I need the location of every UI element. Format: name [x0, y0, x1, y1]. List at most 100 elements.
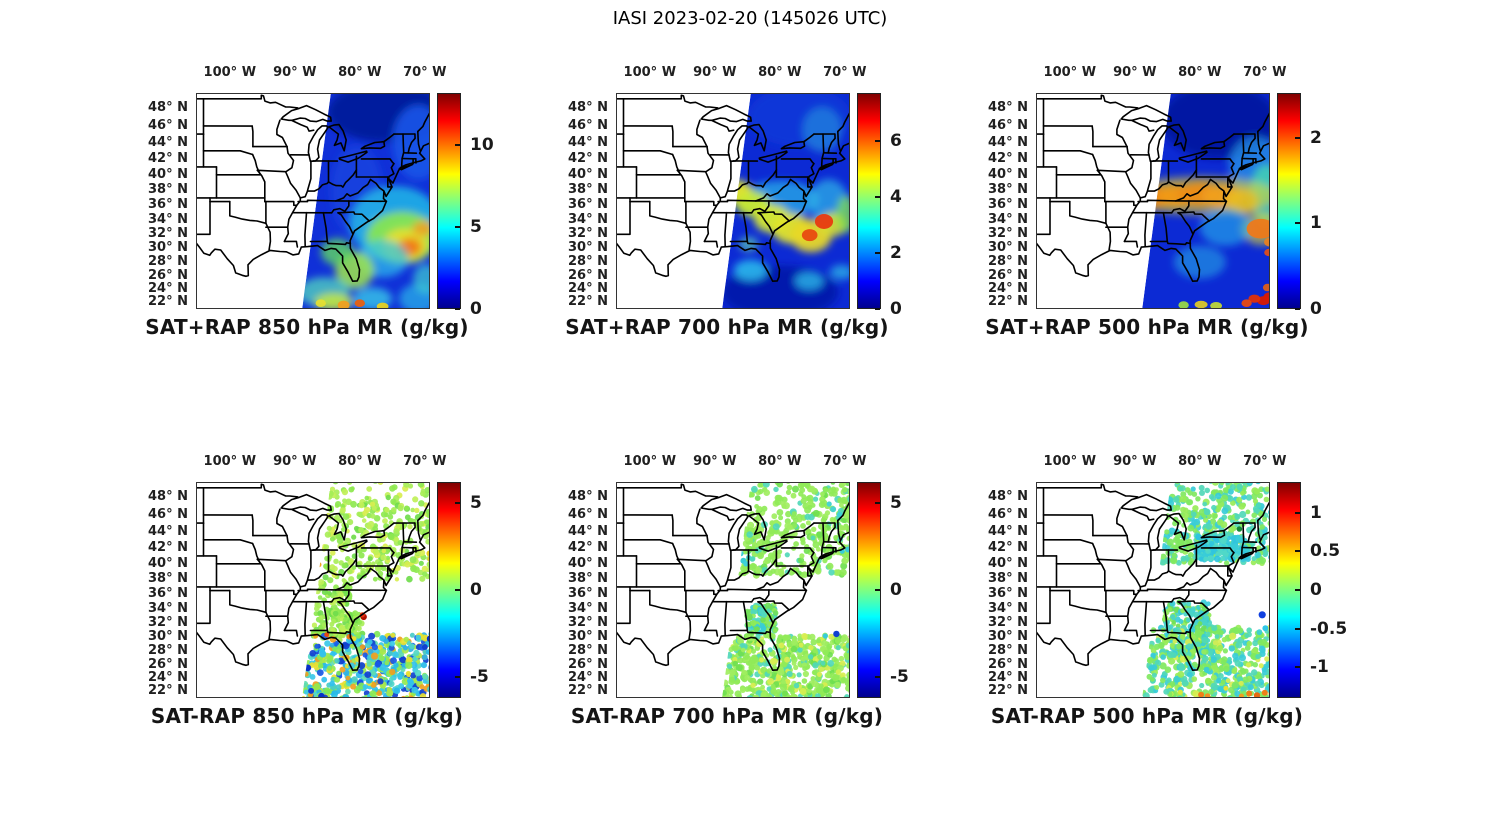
lon-tick-label: 90° W — [693, 454, 737, 469]
colorbar-tick-label: 0 — [890, 580, 902, 600]
lat-tick-label: 38° N — [148, 571, 188, 587]
lat-tick-label: 48° N — [988, 488, 1028, 504]
panel-title-2: SAT+RAP 700 hPa MR (g/kg) — [565, 315, 889, 339]
colorbar-tick-label: 0 — [1310, 580, 1322, 600]
colorbar-tick — [875, 251, 880, 254]
colorbar-tick-label: 6 — [890, 130, 902, 151]
colorbar-tick — [875, 501, 880, 504]
lat-tick-label: 46° N — [148, 506, 188, 522]
lat-tick-label: 24° N — [988, 280, 1028, 296]
panel-title-3: SAT+RAP 500 hPa MR (g/kg) — [985, 315, 1309, 339]
lat-tick-label: 34° N — [568, 601, 608, 616]
lat-tick-label: 44° N — [568, 523, 608, 539]
lat-tick-label: 38° N — [988, 182, 1028, 198]
lon-tick-label: 70° W — [823, 65, 867, 80]
colorbar-tick-label: 5 — [470, 492, 482, 513]
lat-tick-label: 22° N — [148, 682, 188, 698]
lon-tick-label: 90° W — [693, 65, 737, 80]
lat-tick-label: 44° N — [988, 523, 1028, 539]
lat-tick-label: 48° N — [988, 99, 1028, 115]
axes-frame — [1036, 482, 1270, 698]
lat-tick-label: 42° N — [148, 150, 188, 166]
colorbar-tick — [1295, 550, 1300, 553]
lat-tick-label: 40° N — [148, 555, 188, 571]
lat-tick-label: 30° N — [148, 629, 188, 645]
lat-tick-label: 42° N — [988, 150, 1028, 166]
colorbar-tick-label: 5 — [890, 492, 902, 513]
lat-tick-label: 48° N — [148, 488, 188, 504]
lat-tick-label: 44° N — [568, 134, 608, 150]
lat-tick-label: 22° N — [988, 682, 1028, 698]
colorbar-tick-label: -0.5 — [1310, 618, 1348, 639]
lat-tick-label: 32° N — [568, 615, 608, 631]
lat-tick-label: 32° N — [988, 615, 1028, 631]
lat-tick-label: 34° N — [148, 601, 188, 616]
panel-title-4: SAT-RAP 850 hPa MR (g/kg) — [150, 704, 464, 728]
lat-tick-label: 30° N — [568, 629, 608, 645]
lat-tick-label: 34° N — [148, 212, 188, 227]
map-panel-1 — [196, 93, 430, 309]
lat-tick-label: 24° N — [988, 669, 1028, 685]
lon-tick-label: 90° W — [1113, 65, 1157, 80]
colorbar-tick — [455, 676, 460, 679]
lat-tick-label: 44° N — [988, 134, 1028, 150]
lat-tick-label: 26° N — [988, 656, 1028, 672]
lat-tick-label: 42° N — [568, 150, 608, 166]
colorbar-tick — [455, 501, 460, 504]
lat-tick-label: 38° N — [988, 571, 1028, 587]
map-panel-3 — [1036, 93, 1270, 309]
colorbar-tick — [1295, 222, 1300, 225]
lat-tick-label: 22° N — [148, 293, 188, 309]
lat-tick-label: 24° N — [148, 280, 188, 296]
lat-tick-label: 38° N — [568, 571, 608, 587]
colorbar-tick-label: -1 — [1310, 657, 1329, 678]
colorbar-tick-label: 0 — [470, 580, 482, 600]
map-panel-4 — [196, 482, 430, 698]
lon-tick-label: 90° W — [1113, 454, 1157, 469]
lat-tick-label: 34° N — [988, 601, 1028, 616]
lat-tick-label: 22° N — [568, 682, 608, 698]
lon-tick-label: 90° W — [273, 65, 317, 80]
lat-tick-label: 42° N — [148, 539, 188, 555]
map-panel-6 — [1036, 482, 1270, 698]
lon-tick-label: 100° W — [203, 65, 257, 80]
axes-frame — [1036, 93, 1270, 309]
colorbar-panel-1 — [437, 93, 461, 309]
lon-tick-label: 100° W — [1043, 454, 1097, 469]
colorbar-tick — [1295, 627, 1300, 630]
data-swath-overlay — [721, 482, 850, 698]
us-state-boundaries — [1036, 483, 1270, 671]
colorbar-tick-label: 0 — [890, 299, 902, 319]
us-state-boundaries — [1036, 94, 1270, 282]
colorbar-panel-2 — [857, 93, 881, 309]
lat-tick-label: 40° N — [988, 555, 1028, 571]
lon-tick-label: 100° W — [623, 65, 677, 80]
lat-tick-label: 24° N — [568, 280, 608, 296]
lat-tick-label: 36° N — [148, 197, 188, 213]
lat-tick-label: 26° N — [568, 656, 608, 672]
lat-tick-label: 28° N — [148, 254, 188, 270]
lat-tick-label: 46° N — [148, 117, 188, 133]
lon-tick-label: 70° W — [823, 454, 867, 469]
lat-tick-label: 36° N — [988, 197, 1028, 213]
lat-tick-label: 34° N — [568, 212, 608, 227]
axes-frame — [196, 482, 430, 698]
lon-tick-label: 70° W — [1243, 454, 1287, 469]
lat-tick-label: 36° N — [988, 586, 1028, 602]
colorbar-tick — [455, 144, 460, 147]
colorbar-tick-label: 10 — [470, 135, 494, 156]
colorbar-tick-label: 0 — [470, 299, 482, 319]
lon-tick-label: 70° W — [1243, 65, 1287, 80]
colorbar-tick-label: 0 — [1310, 299, 1322, 319]
colorbar-tick — [875, 676, 880, 679]
colorbar-tick — [455, 308, 460, 310]
colorbar-tick — [455, 226, 460, 229]
colorbar-tick — [455, 589, 460, 591]
colorbar-tick — [1295, 308, 1300, 310]
lat-tick-label: 28° N — [148, 643, 188, 659]
lat-tick-label: 46° N — [988, 506, 1028, 522]
axes-frame — [616, 482, 850, 698]
lat-tick-label: 30° N — [988, 629, 1028, 645]
lat-tick-label: 36° N — [568, 586, 608, 602]
colorbar-tick — [875, 308, 880, 310]
